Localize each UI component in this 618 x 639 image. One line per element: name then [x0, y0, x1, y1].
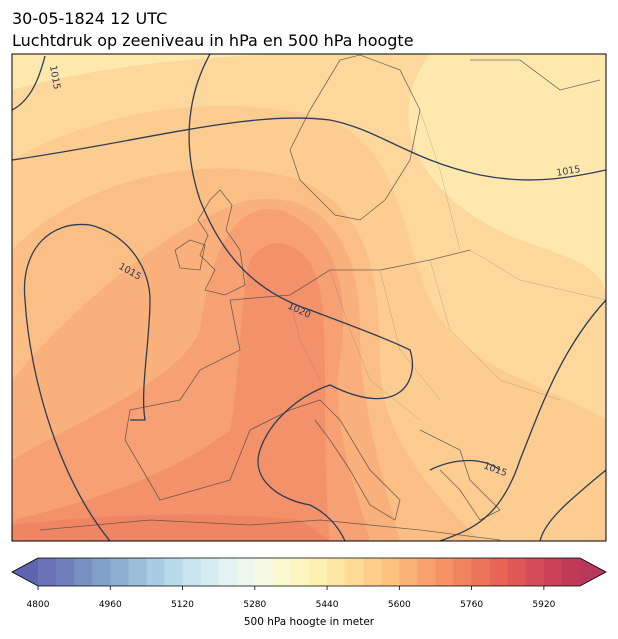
colorbar-segment	[327, 558, 346, 586]
title: 30-05-1824 12 UTC	[12, 9, 167, 28]
colorbar-segment	[272, 558, 292, 586]
colorbar-segment	[218, 558, 238, 586]
colorbar-segment	[381, 558, 400, 586]
map-frame	[11, 53, 607, 542]
colorbar-segment	[38, 558, 57, 586]
colorbar-tick-label: 4800	[27, 600, 50, 610]
colorbar: 4800 4960 5120 5280 5440 5600 5760 5920 500 hPa …	[11, 557, 607, 628]
colorbar-segment	[561, 558, 581, 586]
colorbar-tick-label: 5760	[460, 600, 483, 610]
colorbar-outline	[11, 557, 607, 587]
colorbar-segment	[236, 558, 256, 586]
colorbar-tick-label: 5440	[316, 600, 339, 610]
colorbar-segment	[507, 558, 527, 586]
colorbar-segment	[92, 558, 111, 586]
colorbar-tick-label: 5280	[243, 600, 266, 610]
colorbar-segment	[453, 558, 473, 586]
colorbar-segment	[345, 558, 364, 586]
colorbar-tick-label: 5120	[171, 600, 194, 610]
colorbar-segment	[128, 558, 147, 586]
subtitle: Luchtdruk op zeeniveau in hPa en 500 hPa…	[12, 31, 414, 50]
colorbar-tick-label: 5600	[388, 600, 411, 610]
colorbar-segment	[74, 558, 93, 586]
isobar-label: 1015	[556, 164, 582, 179]
colorbar-segment	[254, 558, 274, 586]
colorbar-segment	[56, 558, 75, 586]
colorbar-segment	[182, 558, 202, 586]
map: 1015 1015 1015 1020 1015	[12, 54, 606, 541]
colorbar-under	[12, 558, 38, 586]
colorbar-segment	[200, 558, 220, 586]
colorbar-segment	[110, 558, 129, 586]
colorbar-segment	[489, 558, 509, 586]
colorbar-segment	[363, 558, 382, 586]
colorbar-over	[580, 558, 606, 586]
colorbar-segment	[399, 558, 418, 586]
colorbar-tick-label: 5920	[532, 600, 555, 610]
isobar-label: 1015	[47, 65, 62, 91]
colorbar-segment	[471, 558, 491, 586]
colorbar-segment	[525, 558, 545, 586]
colorbar-segment	[543, 558, 563, 586]
colorbar-tick-label: 4960	[99, 600, 122, 610]
colorbar-segment	[435, 558, 455, 586]
colorbar-segment	[164, 558, 184, 586]
colorbar-segment	[417, 558, 436, 586]
colorbar-segment	[309, 558, 328, 586]
colorbar-label: 500 hPa hoogte in meter	[244, 616, 375, 628]
colorbar-segment	[146, 558, 165, 586]
colorbar-segment	[290, 558, 310, 586]
